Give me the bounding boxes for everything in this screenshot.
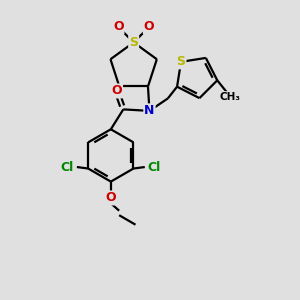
Text: O: O: [112, 85, 122, 98]
Text: O: O: [144, 20, 154, 34]
Text: Cl: Cl: [61, 160, 74, 173]
Text: CH₃: CH₃: [219, 92, 240, 102]
Text: O: O: [113, 20, 124, 34]
Text: S: S: [129, 36, 138, 49]
Text: O: O: [106, 191, 116, 205]
Text: Cl: Cl: [148, 160, 161, 173]
Text: S: S: [176, 56, 185, 68]
Text: N: N: [144, 104, 155, 117]
